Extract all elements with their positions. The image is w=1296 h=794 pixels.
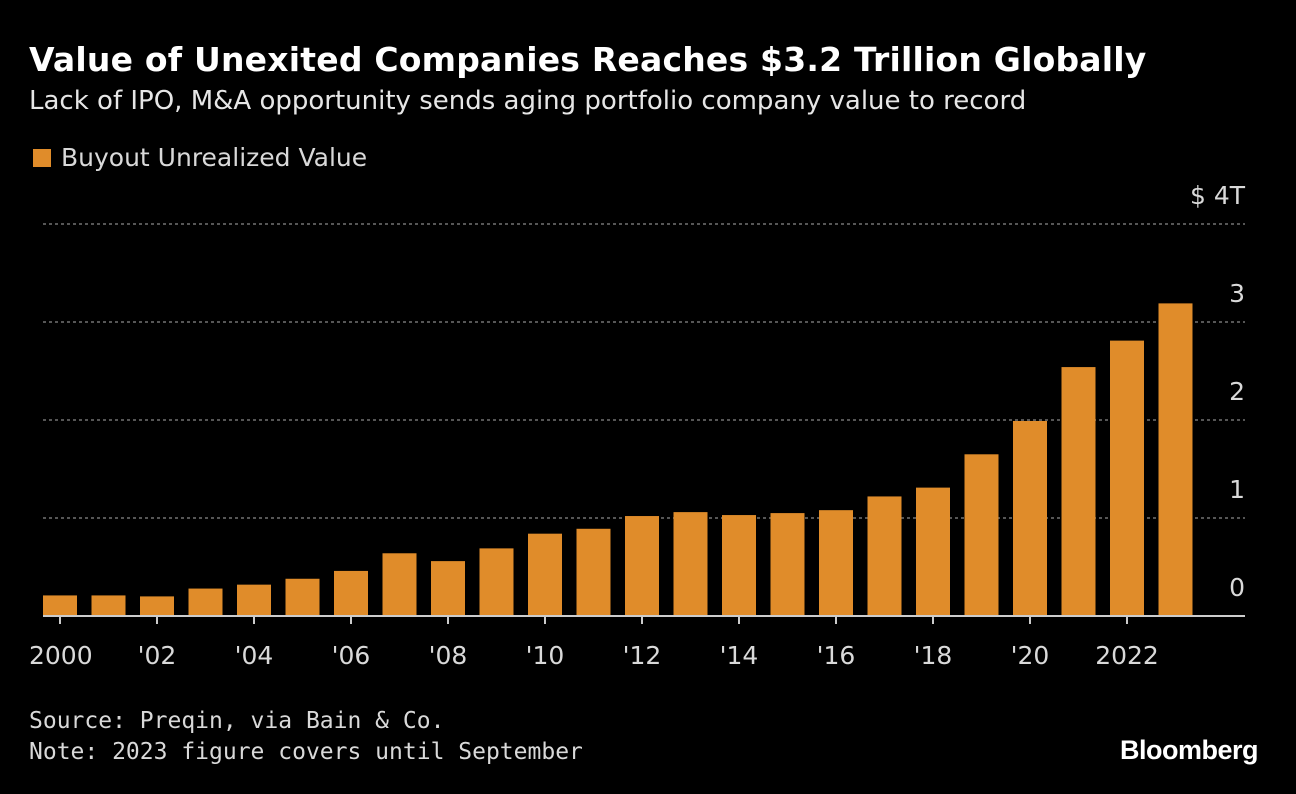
y-tick-label: 1 bbox=[1229, 475, 1245, 504]
bloomberg-logo: Bloomberg bbox=[1119, 735, 1259, 765]
bar bbox=[722, 515, 756, 616]
bar-chart: 0 1 2 3 $ 4T 2000 '02 '04 '06 '08 '10 '12 '14 '16 '18 '… bbox=[29, 181, 1246, 670]
x-tick-label: '02 bbox=[138, 641, 177, 670]
bar bbox=[770, 513, 805, 616]
bar bbox=[867, 496, 902, 616]
x-tick-label: '12 bbox=[623, 641, 662, 670]
y-tick-label: 2 bbox=[1229, 377, 1245, 406]
bar bbox=[43, 595, 77, 616]
bar bbox=[91, 595, 126, 616]
chart-subtitle: Lack of IPO, M&A opportunity sends aging… bbox=[29, 86, 1027, 116]
x-tick-label: '20 bbox=[1011, 641, 1050, 670]
bar bbox=[479, 548, 514, 616]
x-tick-label: '08 bbox=[429, 641, 468, 670]
x-tick-label: '16 bbox=[817, 641, 856, 670]
y-tick-label: $ 4T bbox=[1190, 181, 1246, 210]
bar bbox=[673, 512, 708, 616]
x-tick-label: 2022 bbox=[1095, 641, 1159, 670]
bar bbox=[237, 584, 271, 616]
legend: Buyout Unrealized Value bbox=[33, 143, 367, 172]
bar bbox=[1110, 340, 1144, 616]
bar bbox=[334, 570, 368, 616]
source-note: Source: Preqin, via Bain & Co. bbox=[29, 708, 445, 734]
bar bbox=[916, 487, 950, 616]
bar bbox=[625, 516, 659, 616]
bar bbox=[528, 533, 562, 616]
legend-label: Buyout Unrealized Value bbox=[61, 143, 368, 172]
footnote: Note: 2023 figure covers until September bbox=[29, 739, 583, 765]
legend-swatch bbox=[33, 148, 51, 167]
bar bbox=[1158, 303, 1193, 616]
chart-title: Value of Unexited Companies Reaches $3.2… bbox=[29, 40, 1147, 79]
bar bbox=[1061, 367, 1096, 616]
y-tick-label: 3 bbox=[1229, 279, 1245, 308]
x-tick-label: '04 bbox=[235, 641, 274, 670]
bar bbox=[431, 561, 465, 616]
bar bbox=[382, 553, 417, 616]
bar bbox=[188, 588, 223, 616]
x-tick-label: '14 bbox=[720, 641, 759, 670]
bar bbox=[140, 596, 174, 616]
bar bbox=[1013, 420, 1047, 616]
x-tick-label: '10 bbox=[526, 641, 565, 670]
y-tick-label: 0 bbox=[1229, 573, 1245, 602]
bar bbox=[285, 578, 320, 616]
bar bbox=[576, 528, 611, 616]
x-tick-label: 2000 bbox=[29, 641, 93, 670]
x-tick-label: '18 bbox=[914, 641, 953, 670]
bar bbox=[819, 510, 853, 616]
bar bbox=[964, 454, 999, 616]
x-tick-label: '06 bbox=[332, 641, 371, 670]
